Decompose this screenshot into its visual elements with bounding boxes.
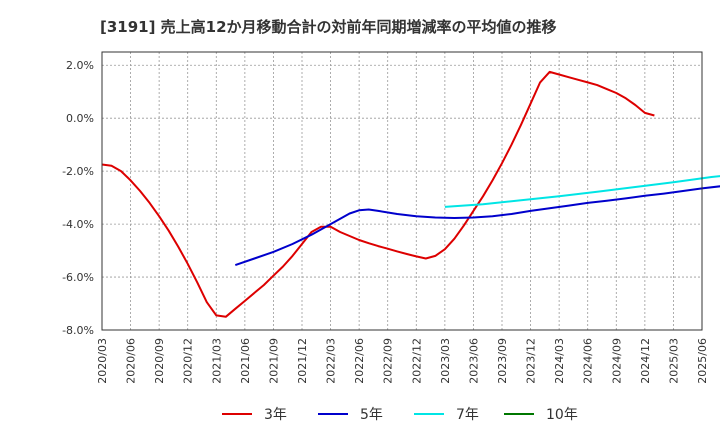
y-tick-label: -2.0% — [62, 165, 94, 178]
x-tick-label: 2023/06 — [467, 338, 480, 384]
y-axis: 2.0% 0.0% -2.0% -4.0% -6.0% -8.0% — [62, 59, 94, 337]
x-tick-label: 2021/06 — [239, 338, 252, 384]
legend-label-0: 3年 — [264, 407, 287, 423]
x-tick-label: 2021/03 — [210, 338, 223, 384]
legend-label-3: 10年 — [546, 407, 578, 423]
series-line-0 — [101, 70, 655, 318]
x-tick-label: 2024/09 — [610, 338, 623, 384]
x-tick-label: 2020/12 — [182, 338, 195, 384]
legend-label-2: 7年 — [456, 407, 479, 423]
x-tick-label: 2020/09 — [153, 338, 166, 384]
x-tick-label: 2025/06 — [696, 338, 709, 384]
x-tick-label: 2020/06 — [125, 338, 138, 384]
x-tick-label: 2022/12 — [410, 338, 423, 384]
y-tick-label: -6.0% — [62, 271, 94, 284]
x-tick-label: 2023/09 — [496, 338, 509, 384]
legend-label-1: 5年 — [360, 407, 383, 423]
x-tick-label: 2023/03 — [439, 338, 452, 384]
series-line-2 — [444, 175, 720, 208]
x-tick-label: 2022/03 — [325, 338, 338, 384]
x-tick-label: 2024/06 — [582, 338, 595, 384]
y-tick-label: 2.0% — [66, 59, 94, 72]
x-tick-label: 2022/09 — [382, 338, 395, 384]
y-tick-label: -4.0% — [62, 218, 94, 231]
series-line-1 — [234, 185, 720, 267]
x-tick-label: 2024/03 — [553, 338, 566, 384]
x-tick-label: 2020/03 — [96, 338, 109, 384]
x-axis: 2020/03 2020/06 2020/09 2020/12 2021/03 2021/… — [96, 338, 709, 384]
series-lines — [101, 70, 720, 318]
x-tick-label: 2021/09 — [267, 338, 280, 384]
legend: 3年 5年 7年 10年 — [222, 407, 578, 423]
x-tick-label: 2021/12 — [296, 338, 309, 384]
x-tick-label: 2022/06 — [353, 338, 366, 384]
y-tick-label: -8.0% — [62, 324, 94, 337]
x-tick-label: 2025/03 — [667, 338, 680, 384]
x-tick-label: 2023/12 — [525, 338, 538, 384]
plot-frame — [101, 51, 703, 331]
y-tick-label: 0.0% — [66, 112, 94, 125]
grid — [102, 52, 702, 331]
x-tick-label: 2024/12 — [639, 338, 652, 384]
chart-title: [3191] 売上高12か月移動合計の対前年同期増減率の平均値の推移 — [100, 18, 557, 36]
